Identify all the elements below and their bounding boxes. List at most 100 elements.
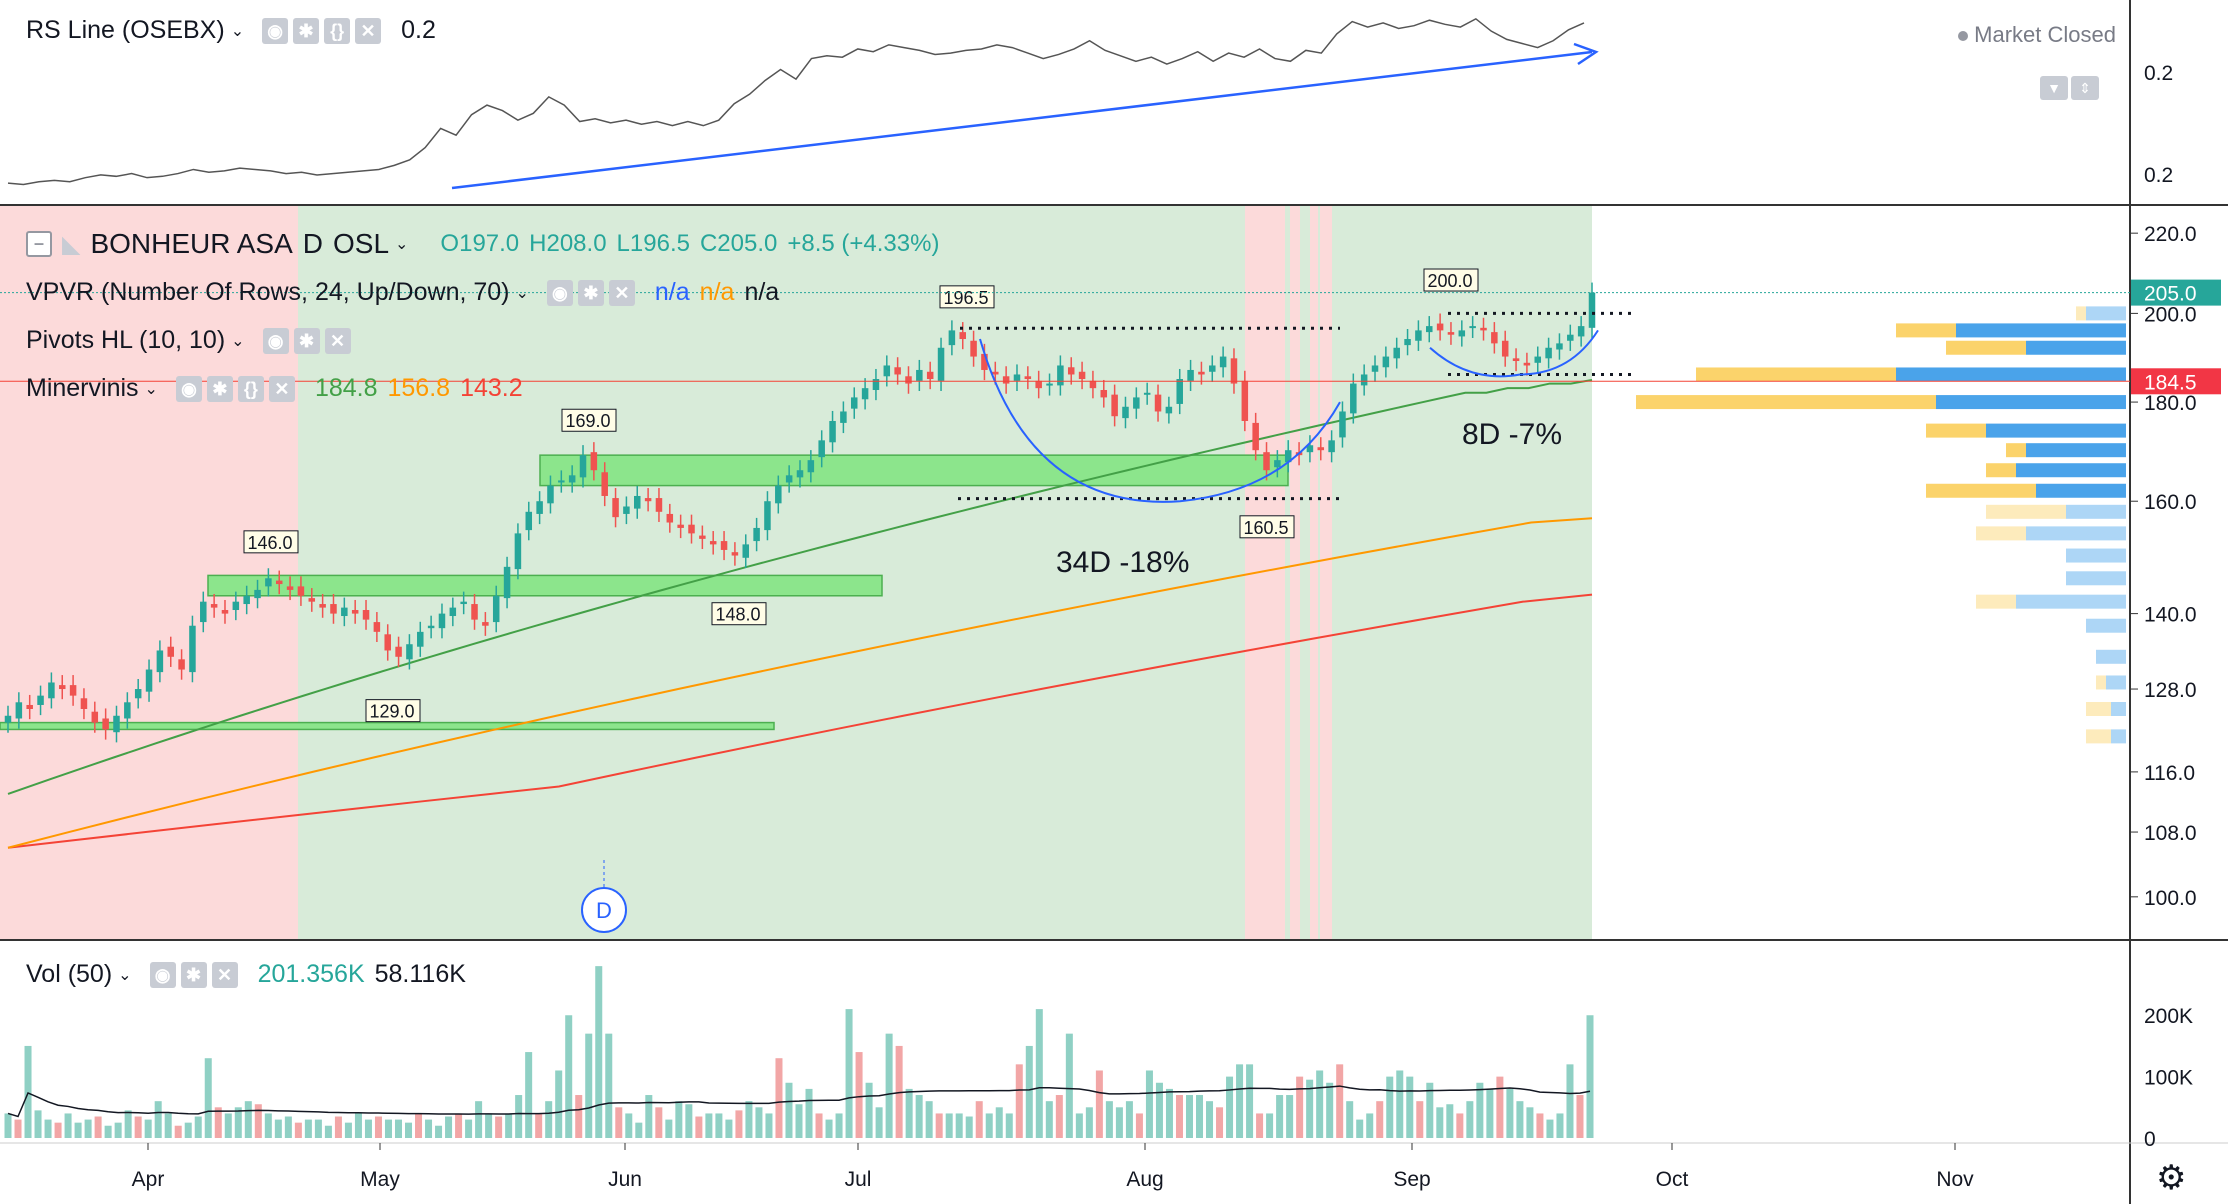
candle-body (1100, 390, 1108, 398)
candle-body (883, 365, 891, 377)
eye-icon[interactable]: ◉ (262, 327, 289, 354)
candles (4, 282, 1596, 743)
volume-bar (1326, 1082, 1334, 1138)
volume-bar (144, 1119, 152, 1138)
volume-bar (1196, 1095, 1204, 1138)
volume-bar (134, 1116, 142, 1138)
candle-body (1187, 369, 1194, 381)
candle-body (351, 610, 359, 614)
candle-body (503, 566, 511, 599)
volume-bar (1055, 1095, 1063, 1138)
flag-icon[interactable]: ◣ (62, 230, 81, 258)
eye-icon[interactable]: ◉ (149, 961, 176, 988)
close-icon[interactable]: ✕ (608, 279, 635, 306)
volume-bar (475, 1101, 483, 1138)
pane-down-icon[interactable]: ▼ (2040, 76, 2068, 100)
volume-bar (425, 1119, 433, 1138)
gear-icon[interactable]: ✱ (180, 961, 207, 988)
gear-icon[interactable]: ✱ (293, 327, 320, 354)
gear-icon[interactable]: ✱ (293, 17, 320, 44)
candle-body (113, 715, 120, 733)
volume-bar (435, 1125, 443, 1138)
candle-body (644, 498, 652, 502)
vp-up-bar (2111, 729, 2126, 744)
volume-bar (1226, 1076, 1234, 1138)
chevron-down-icon[interactable]: ⌄ (144, 380, 158, 398)
candle-body (1567, 334, 1574, 341)
volume-title[interactable]: Vol (50) (26, 960, 113, 988)
chevron-down-icon[interactable]: ⌄ (230, 22, 245, 40)
volume-bar (1526, 1107, 1534, 1138)
candle-body (1122, 406, 1129, 419)
x-axis-label: Jun (608, 1168, 642, 1191)
candle-body (677, 524, 684, 528)
volume-ma-line (7, 1085, 1591, 1118)
candle-body (15, 702, 23, 719)
vpvr-title[interactable]: VPVR (Number Of Rows, 24, Up/Down, 70) (26, 278, 510, 306)
symbol-name[interactable]: BONHEUR ASA (90, 228, 293, 259)
volume-bar (1236, 1064, 1244, 1138)
braces-icon[interactable]: {} (324, 17, 351, 44)
eye-icon[interactable]: ◉ (175, 375, 202, 402)
vp-down-bar (1986, 463, 2016, 478)
braces-icon[interactable]: {} (237, 375, 264, 402)
vp-down-bar (1976, 526, 2026, 541)
candle-body (297, 586, 305, 596)
y-axis-label: 140.0 (2144, 604, 2197, 627)
candle-body (1328, 440, 1335, 453)
candle-body (482, 622, 489, 626)
vp-up-bar (2086, 306, 2126, 321)
candle-body (1241, 380, 1249, 421)
x-axis-label: Nov (1936, 1168, 1974, 1191)
gear-icon[interactable]: ✱ (206, 375, 233, 402)
rs-title[interactable]: RS Line (OSEBX) (26, 16, 225, 44)
candle-body (58, 685, 66, 690)
pivot-label-box (939, 285, 995, 309)
vp-down-bar (1926, 483, 2036, 498)
y-axis-label: 200.0 (2144, 303, 2197, 326)
volume-bar (354, 1113, 362, 1138)
eye-icon[interactable]: ◉ (262, 17, 289, 44)
candle-body (699, 535, 706, 539)
volume-bar (1396, 1070, 1404, 1138)
candle-body (916, 369, 923, 381)
volume-bar (795, 1104, 803, 1138)
close-icon[interactable]: ✕ (268, 375, 295, 402)
volume-bar (905, 1088, 913, 1138)
chevron-down-icon[interactable]: ⌄ (515, 284, 529, 302)
pivot-label-box (1239, 515, 1295, 539)
rs-legend: RS Line (OSEBX) ⌄ ◉ ✱{} ✕ 0.2 (26, 16, 444, 45)
rs-line-path (7, 17, 1585, 186)
collapse-icon[interactable]: – (26, 231, 52, 257)
volume-bar (164, 1113, 172, 1138)
close-icon[interactable]: ✕ (355, 17, 382, 44)
pivots-title[interactable]: Pivots HL (10, 10) (26, 326, 226, 354)
eye-icon[interactable]: ◉ (546, 279, 573, 306)
candle-body (1209, 365, 1216, 372)
volume-bar (174, 1125, 182, 1138)
volume-bar (1556, 1113, 1564, 1138)
candle-body (1491, 332, 1498, 344)
volume-bar (645, 1095, 653, 1138)
gear-icon[interactable]: ✱ (577, 279, 604, 306)
chevron-down-icon[interactable]: ⌄ (395, 236, 409, 253)
close-icon[interactable]: ✕ (211, 961, 238, 988)
volume-bars (4, 966, 1594, 1138)
pivot-label: 200.0 (1427, 271, 1472, 291)
minervini-title[interactable]: Minervinis (26, 374, 139, 402)
volume-bar (1145, 1070, 1153, 1138)
chevron-down-icon[interactable]: ⌄ (231, 332, 245, 350)
settings-gear-icon[interactable]: ⚙ (2156, 1159, 2187, 1197)
chevron-down-icon[interactable]: ⌄ (118, 966, 132, 984)
symbol-legend: – ◣ BONHEUR ASA D OSL ⌄ O197.0 H208.0 L19… (26, 228, 939, 260)
candle-body (4, 715, 12, 723)
candle-body (69, 685, 77, 696)
volume-bar (1216, 1107, 1224, 1138)
pivots-legend: Pivots HL (10, 10) ⌄ ◉ ✱ ✕ (26, 326, 361, 355)
volume-bar (715, 1113, 723, 1138)
interval[interactable]: D (302, 228, 323, 259)
pane-updown-icon[interactable]: ⇕ (2071, 76, 2099, 100)
close-icon[interactable]: ✕ (324, 327, 351, 354)
exchange[interactable]: OSL (332, 228, 390, 259)
